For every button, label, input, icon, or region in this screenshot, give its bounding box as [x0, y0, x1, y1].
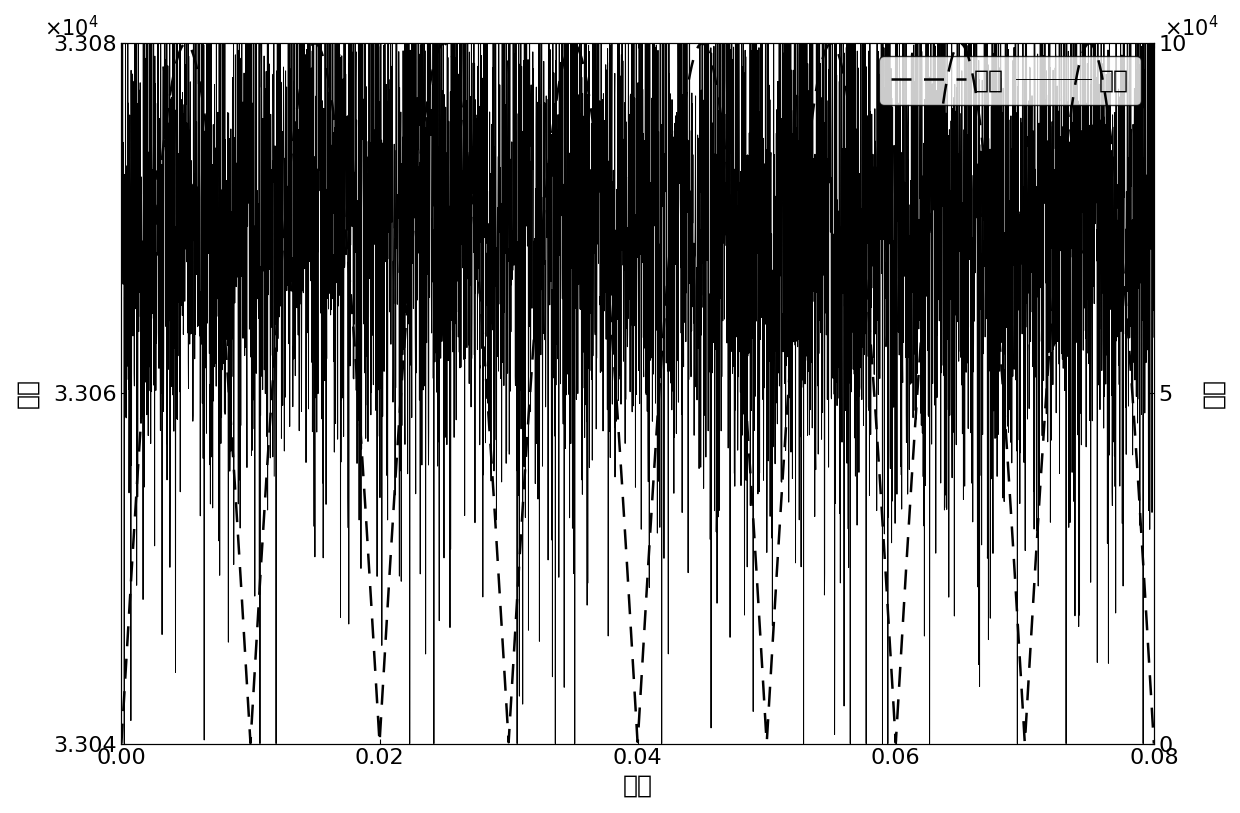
电流: [114, 144, 129, 154]
Y-axis label: 电流: 电流: [15, 379, 38, 408]
电压: [508, 615, 523, 624]
电流: [786, 65, 801, 75]
电压: [733, 326, 748, 336]
电压: [963, 60, 978, 70]
电流: [508, 124, 523, 134]
电压: [1147, 739, 1162, 749]
Legend: 电压, 电流: 电压, 电流: [879, 56, 1141, 105]
Y-axis label: 电压: 电压: [1202, 379, 1225, 408]
电压: [565, 38, 580, 48]
Text: $\times10^4$: $\times10^4$: [43, 15, 99, 40]
Text: $\times10^4$: $\times10^4$: [1164, 15, 1219, 40]
X-axis label: 时间: 时间: [622, 774, 652, 798]
Line: 电压: 电压: [122, 43, 1154, 744]
Line: 电流: 电流: [122, 0, 1154, 744]
电流: [117, 739, 131, 749]
电流: [963, 0, 978, 5]
电压: [301, 46, 316, 56]
电流: [1147, 333, 1162, 342]
电压: [884, 675, 899, 685]
电流: [885, 496, 900, 506]
电压: [114, 739, 129, 749]
电压: [786, 320, 801, 329]
电流: [301, 257, 316, 267]
电流: [734, 480, 749, 490]
